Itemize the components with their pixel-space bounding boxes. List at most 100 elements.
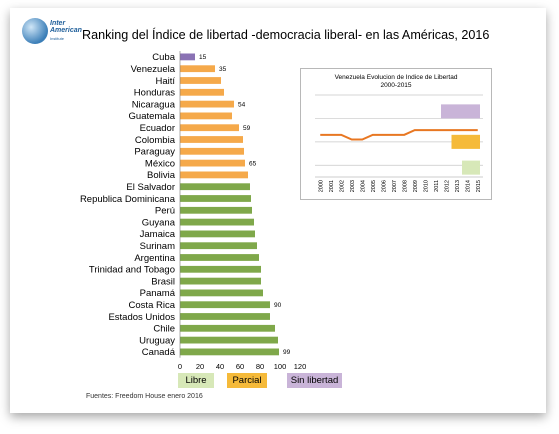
logo-line2: American xyxy=(50,27,82,34)
bar xyxy=(180,301,270,309)
category-label: Uruguay xyxy=(139,335,175,346)
bar xyxy=(180,112,232,120)
bar xyxy=(180,77,221,84)
bar xyxy=(180,171,248,179)
legend-sin-libertad: Sin libertad xyxy=(287,373,342,388)
bar xyxy=(180,289,263,297)
status-band xyxy=(441,104,480,119)
bar xyxy=(180,88,224,96)
bar xyxy=(180,254,259,261)
category-label: Argentina xyxy=(134,253,175,264)
category-label: Haití xyxy=(155,76,175,87)
logo-line3: Institute xyxy=(50,36,65,41)
data-label: 15 xyxy=(199,54,207,61)
category-label: Canadá xyxy=(142,347,176,358)
data-label: 59 xyxy=(243,125,251,132)
logo-line1: Inter xyxy=(50,20,66,27)
bar xyxy=(180,100,234,108)
institute-logo: Inter American Institute xyxy=(22,18,94,48)
data-label: 99 xyxy=(283,349,291,356)
x-tick-label: 2005 xyxy=(371,180,377,192)
category-label: Trinidad and Tobago xyxy=(89,265,175,276)
inset-chart: Venezuela Evolucion de Indice de Liberta… xyxy=(300,68,492,200)
status-band xyxy=(462,160,480,175)
category-label: Venezuela xyxy=(131,64,176,75)
bar xyxy=(180,324,275,332)
x-tick-label: 20 xyxy=(196,362,204,371)
x-tick-label: 40 xyxy=(216,362,224,371)
x-tick-label: 0 xyxy=(178,362,182,371)
bar xyxy=(180,242,257,250)
source-note: Fuentes: Freedom House enero 2016 xyxy=(86,393,203,400)
x-tick-label: 120 xyxy=(294,362,307,371)
category-label: El Salvador xyxy=(126,182,175,193)
bar xyxy=(180,147,244,155)
bar xyxy=(180,230,255,238)
bar xyxy=(180,124,239,132)
bar xyxy=(180,265,261,273)
bar xyxy=(180,195,251,202)
x-tick-label: 2008 xyxy=(402,180,408,192)
x-tick-label: 2012 xyxy=(444,180,450,192)
data-label: 54 xyxy=(238,101,246,108)
category-label: Cuba xyxy=(152,52,175,63)
x-tick-label: 2007 xyxy=(392,180,398,192)
bar xyxy=(180,218,254,226)
x-tick-label: 2011 xyxy=(434,180,440,192)
x-tick-label: 100 xyxy=(274,362,287,371)
data-label: 65 xyxy=(249,160,257,167)
category-label: Chile xyxy=(153,324,175,335)
category-label: Colombia xyxy=(135,135,176,146)
inset-title: Venezuela Evolucion de Indice de Liberta… xyxy=(334,74,458,81)
bar xyxy=(180,336,278,344)
data-label: 35 xyxy=(219,66,227,73)
category-label: Paraguay xyxy=(134,147,175,158)
category-label: Nicaragua xyxy=(132,99,176,110)
legend-parcial: Parcial xyxy=(227,373,267,388)
x-tick-label: 2003 xyxy=(350,180,356,192)
x-tick-label: 2013 xyxy=(455,180,461,192)
x-tick-label: 2010 xyxy=(423,180,429,192)
x-tick-label: 80 xyxy=(256,362,264,371)
category-label: Guyana xyxy=(142,217,176,228)
category-label: Costa Rica xyxy=(129,300,176,311)
category-label: México xyxy=(145,158,175,169)
category-label: Surinam xyxy=(140,241,175,252)
inset-plot: 2000 2001 2002 2003 2004 2005 2006 2007 2008 2009… xyxy=(315,94,483,192)
x-tick-label: 2014 xyxy=(465,180,471,192)
bar xyxy=(180,53,195,61)
x-tick-label: 2009 xyxy=(413,180,419,192)
category-label: Guatemala xyxy=(129,111,176,122)
bar xyxy=(180,277,261,285)
category-label: Republica Dominicana xyxy=(80,194,176,205)
bar xyxy=(180,183,250,191)
x-tick-label: 2002 xyxy=(339,180,345,192)
globe-icon xyxy=(22,18,48,44)
category-label: Bolivia xyxy=(147,170,176,181)
chart-title: Ranking del Índice de libertad -democrac… xyxy=(82,28,490,42)
category-label: Ecuador xyxy=(140,123,175,134)
x-tick-label: 2006 xyxy=(381,180,387,192)
x-tick-label: 60 xyxy=(236,362,244,371)
inset-subtitle: 2000-2015 xyxy=(380,82,412,89)
bar xyxy=(180,136,243,143)
category-label: Perú xyxy=(155,206,175,217)
bar xyxy=(180,313,270,320)
bar xyxy=(180,206,252,214)
bar xyxy=(180,159,245,167)
x-tick-label: 2000 xyxy=(318,180,324,192)
category-label: Brasil xyxy=(151,276,175,287)
x-tick-label: 2015 xyxy=(476,180,482,192)
category-label: Jamaica xyxy=(140,229,176,240)
category-label: Estados Unidos xyxy=(108,312,175,323)
category-label: Panamá xyxy=(140,288,176,299)
data-label: 90 xyxy=(274,302,282,309)
bar xyxy=(180,65,215,73)
category-label: Honduras xyxy=(134,88,175,99)
legend-libre: Libre xyxy=(178,373,214,388)
status-band xyxy=(451,134,480,149)
x-tick-label: 2004 xyxy=(360,180,366,192)
bar xyxy=(180,348,279,356)
series-line xyxy=(320,129,478,141)
